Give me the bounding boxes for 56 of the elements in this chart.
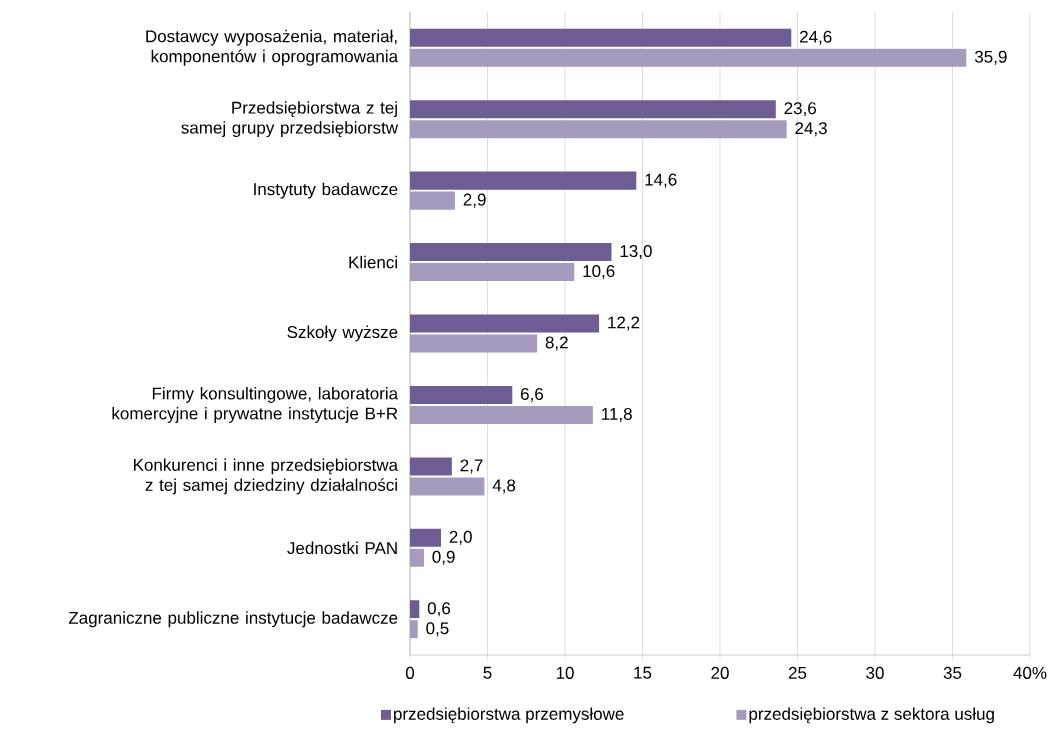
bar xyxy=(410,171,637,190)
data-label: 8,2 xyxy=(545,336,568,351)
data-label: 24,3 xyxy=(795,122,827,137)
bar xyxy=(410,620,418,639)
x-tick-label: 15 xyxy=(634,666,652,679)
y-tick-label: Klienci xyxy=(349,255,397,269)
bar xyxy=(410,548,424,567)
data-label: 2,0 xyxy=(449,530,472,545)
x-tick-label: 25 xyxy=(788,666,807,679)
y-tick-label: Szkoły wyższe xyxy=(287,325,398,342)
bar xyxy=(410,191,455,210)
data-label: 23,6 xyxy=(784,102,816,117)
bar xyxy=(410,385,513,404)
bar xyxy=(410,477,485,496)
bar xyxy=(410,120,787,139)
data-label: 24,6 xyxy=(800,30,832,45)
data-label: 12,2 xyxy=(608,316,640,331)
x-tick-label: 5 xyxy=(483,666,492,679)
x-tick-label: 0 xyxy=(405,666,415,679)
data-label: 35,9 xyxy=(974,50,1007,65)
x-tick-label: 10 xyxy=(556,666,574,679)
bar xyxy=(410,334,538,353)
bar xyxy=(410,457,452,476)
bar xyxy=(410,48,967,67)
data-label: 11,8 xyxy=(602,407,632,422)
bar xyxy=(410,28,792,47)
bar xyxy=(410,528,441,547)
y-tick-label: Jednostki PAN xyxy=(287,541,397,555)
legend-label: przedsiębiorstwa z sektora usług xyxy=(749,707,994,724)
bar xyxy=(410,314,600,333)
data-label: 4,8 xyxy=(492,479,516,494)
x-tick-label: 35 xyxy=(943,666,962,679)
y-tick-label: Firmy konsultingowe, laboratoria komercyjne i prywatne instytucje B+R xyxy=(112,387,399,423)
x-tick-label: 20 xyxy=(711,666,729,679)
y-tick-label: Instytuty badawcze xyxy=(254,182,398,199)
data-label: 0,9 xyxy=(432,550,455,565)
x-tick-label: 30 xyxy=(866,666,884,679)
bar xyxy=(410,263,575,282)
data-label: 6,6 xyxy=(521,387,544,402)
data-label: 0,6 xyxy=(427,602,451,617)
y-tick-label: Zagraniczne publiczne instytucje badawcze xyxy=(68,611,398,628)
bar xyxy=(410,600,420,619)
data-label: 10,6 xyxy=(583,265,615,280)
data-label: 0,5 xyxy=(426,622,449,637)
y-tick-label: Konkurenci i inne przedsiębiorstwa z tej samej dziedziny działalności xyxy=(134,458,399,495)
data-label: 13,0 xyxy=(620,245,652,260)
legend-label: przedsiębiorstwa przemysłowe xyxy=(394,707,624,724)
y-tick-label: Przedsiębiorstwa z tej samej grupy przedsiębiorstw xyxy=(181,101,399,138)
bar xyxy=(410,243,612,262)
data-label: 2,9 xyxy=(463,193,486,208)
bar xyxy=(410,100,776,119)
data-label: 14,6 xyxy=(645,173,677,188)
x-tick-label: 40% xyxy=(1013,666,1047,679)
data-label: 2,7 xyxy=(460,459,483,474)
bar xyxy=(410,405,593,424)
y-tick-label: Dostawcy wyposażenia, materiał, komponentów i oprogramowania xyxy=(146,29,399,66)
